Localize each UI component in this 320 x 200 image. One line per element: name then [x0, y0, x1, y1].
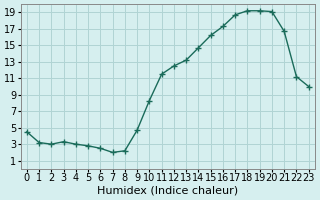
X-axis label: Humidex (Indice chaleur): Humidex (Indice chaleur) [97, 186, 238, 196]
